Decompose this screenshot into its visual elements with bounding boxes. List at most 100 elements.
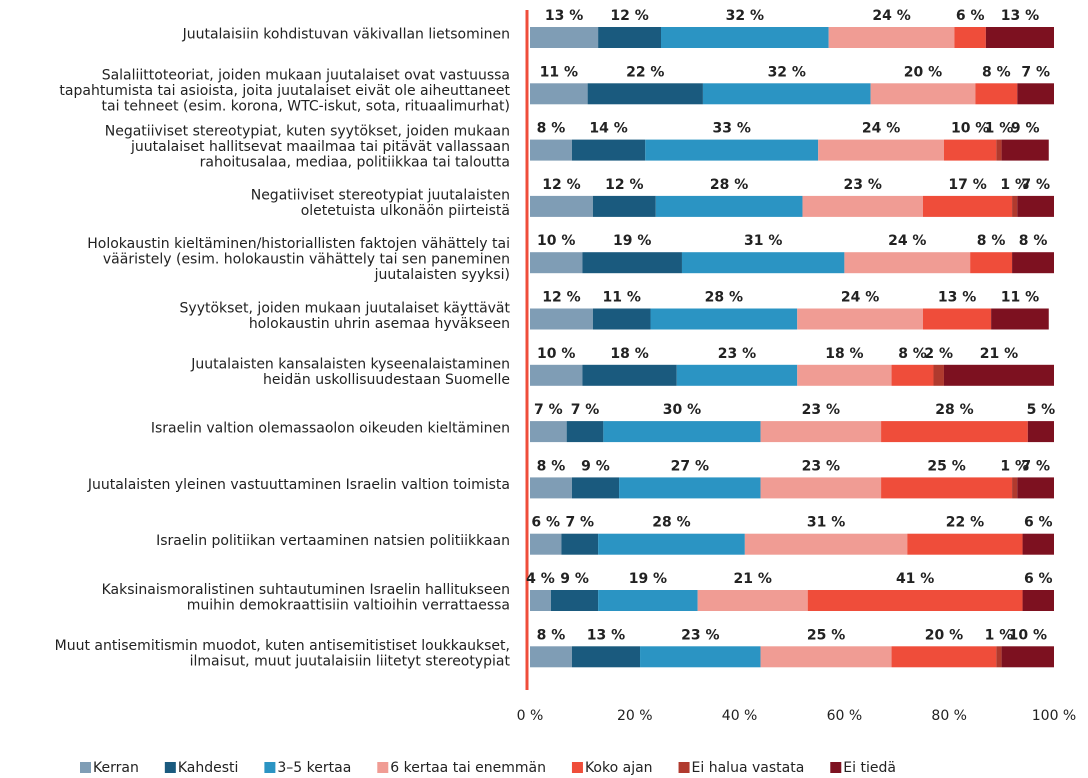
value-label: 7 %	[1021, 64, 1050, 80]
value-label: 33 %	[713, 121, 751, 137]
bar-segment	[923, 308, 992, 330]
legend-label: Ei halua vastata	[692, 760, 805, 776]
bar-segment	[582, 252, 682, 274]
value-label: 11 %	[603, 290, 641, 306]
value-label: 5 %	[1027, 402, 1056, 418]
bar-segment	[598, 27, 661, 48]
legend-label: Koko ajan	[585, 760, 653, 776]
value-label: 2 %	[924, 346, 953, 362]
bar-segment	[655, 195, 803, 217]
value-label: 23 %	[802, 402, 840, 418]
category-label: Negatiiviset stereotypiat, kuten syytöks…	[105, 124, 510, 171]
bar-segment	[818, 139, 944, 161]
value-label: 8 %	[537, 627, 566, 643]
value-label: 22 %	[626, 64, 664, 80]
value-label: 30 %	[663, 402, 701, 418]
bar-segment	[802, 195, 923, 217]
bar-segment	[1027, 421, 1054, 443]
bar-segment	[891, 646, 997, 668]
bar-segment	[645, 139, 819, 161]
value-label: 1 %	[1000, 458, 1029, 474]
legend-swatch	[571, 762, 583, 773]
x-tick-label: 40 %	[722, 708, 758, 724]
bar-segment	[760, 477, 882, 499]
bar-segment	[592, 308, 651, 330]
legend-swatch	[678, 762, 690, 773]
bar-segment	[598, 590, 698, 611]
category-label: Kaksinaismoralistinen suhtautuminen Isra…	[102, 582, 510, 614]
value-label: 28 %	[652, 515, 690, 531]
category-label: Negatiiviset stereotypiat juutalaisten ol…	[251, 188, 510, 220]
bar-segment	[566, 421, 604, 443]
value-label: 13 %	[938, 290, 976, 306]
bar-segment	[702, 83, 871, 105]
bar-segment	[954, 27, 986, 48]
bar-segment	[991, 308, 1049, 330]
value-label: 7 %	[534, 402, 563, 418]
value-label: 1 %	[985, 627, 1014, 643]
bar-segment	[530, 364, 583, 386]
value-label: 19 %	[629, 571, 667, 587]
bar-segment	[844, 252, 971, 274]
value-label: 12 %	[610, 8, 648, 24]
legend-swatch	[830, 762, 842, 773]
bar-segment	[923, 195, 1013, 217]
value-label: 13 %	[545, 8, 583, 24]
category-label: Israelin politiikan vertaaminen natsien …	[156, 533, 510, 549]
value-label: 25 %	[927, 458, 965, 474]
bar-segment	[807, 590, 1023, 611]
value-label: 11 %	[1001, 290, 1039, 306]
bar-segment	[530, 83, 588, 105]
value-label: 27 %	[671, 458, 709, 474]
value-label: 21 %	[734, 571, 772, 587]
category-label: Holokaustin kieltäminen/historiallisten …	[87, 236, 510, 283]
bar-segment	[681, 252, 845, 274]
bar-segment	[1017, 83, 1054, 105]
value-label: 23 %	[844, 177, 882, 193]
bar-segment	[1001, 646, 1054, 668]
bar-segment	[530, 195, 593, 217]
value-label: 20 %	[904, 64, 942, 80]
bar-segment	[943, 139, 997, 161]
value-label: 24 %	[862, 121, 900, 137]
bar-segment	[640, 646, 761, 668]
x-tick-label: 100 %	[1032, 708, 1076, 724]
value-label: 7 %	[565, 515, 594, 531]
value-label: 12 %	[605, 177, 643, 193]
value-label: 8 %	[982, 64, 1011, 80]
category-label: Juutalaisten kansalaisten kyseenalaistam…	[190, 357, 510, 389]
x-tick-label: 80 %	[931, 708, 967, 724]
bar-segment	[697, 590, 808, 611]
value-label: 21 %	[980, 346, 1018, 362]
bar-segment	[797, 308, 923, 330]
category-label: Syytökset, joiden mukaan juutalaiset käy…	[180, 300, 511, 332]
value-label: 23 %	[681, 627, 719, 643]
value-label: 32 %	[768, 64, 806, 80]
value-label: 28 %	[935, 402, 973, 418]
bar-segment	[870, 83, 976, 105]
bar-segment	[582, 364, 677, 386]
value-label: 12 %	[542, 177, 580, 193]
bar-segment	[907, 533, 1023, 555]
bar-segment	[603, 421, 761, 443]
value-label: 18 %	[610, 346, 648, 362]
bar-segment	[530, 590, 551, 611]
value-label: 19 %	[613, 233, 651, 249]
value-label: 7 %	[1021, 177, 1050, 193]
category-label: Juutalaisiin kohdistuvan väkivallan liet…	[182, 27, 510, 43]
value-label: 10 %	[951, 121, 989, 137]
category-label: Salaliittoteoriat, joiden mukaan juutala…	[59, 67, 510, 114]
value-label: 8 %	[537, 121, 566, 137]
value-label: 8 %	[537, 458, 566, 474]
value-label: 31 %	[744, 233, 782, 249]
value-label: 6 %	[956, 8, 985, 24]
x-tick-label: 20 %	[617, 708, 653, 724]
value-label: 24 %	[888, 233, 926, 249]
bar-segment	[975, 83, 1018, 105]
value-label: 25 %	[807, 627, 845, 643]
bar-segment	[530, 252, 583, 274]
bar-segment	[571, 646, 641, 668]
value-label: 24 %	[841, 290, 879, 306]
value-label: 6 %	[1024, 571, 1053, 587]
